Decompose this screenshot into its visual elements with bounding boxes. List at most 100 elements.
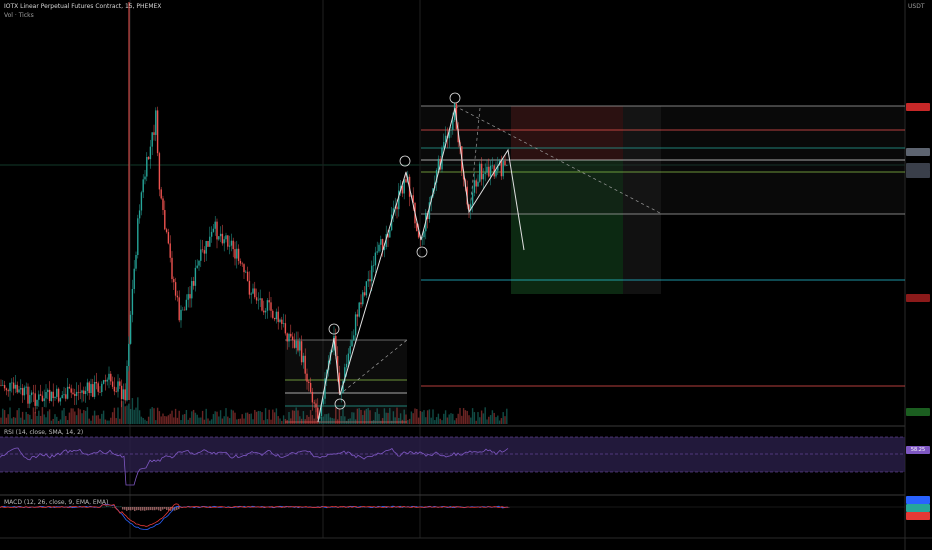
volume-bar [25, 411, 27, 424]
volume-bar [452, 413, 454, 424]
candle-body [344, 367, 346, 382]
volume-bar [484, 407, 486, 424]
volume-bar [101, 413, 103, 424]
wave-circle[interactable] [416, 246, 428, 258]
volume-bar [93, 410, 96, 424]
volume-bar [504, 416, 506, 424]
macd-hist-bar [146, 507, 148, 511]
volume-bar [489, 415, 492, 424]
volume-bar [459, 407, 461, 424]
candle-body [277, 311, 279, 322]
macd-hist-bar [124, 507, 126, 510]
volume-bar [149, 408, 152, 424]
candle-body [155, 110, 157, 135]
candle-body [41, 395, 44, 402]
volume-bar [205, 408, 207, 424]
volume-bar [185, 409, 188, 424]
candle-body [317, 407, 319, 419]
candle-body [182, 309, 184, 311]
volume-bar [299, 416, 301, 424]
volume-bar [155, 420, 157, 424]
volume-bar [417, 417, 420, 424]
volume-title[interactable]: Vol · Ticks [4, 12, 34, 19]
candle-body [495, 170, 497, 177]
candle-body [117, 381, 119, 392]
candle-body [282, 323, 285, 324]
volume-bar [412, 413, 414, 424]
macd-hist-bar [150, 507, 152, 511]
macd-signal-line [0, 503, 509, 527]
macd-hist-bar [162, 507, 164, 510]
candle-body [376, 251, 378, 253]
price-tag [906, 170, 930, 178]
candle-body [284, 323, 287, 334]
volume-bar [201, 410, 204, 424]
volume-bar [482, 413, 485, 424]
candle-body [306, 373, 308, 382]
volume-bar [209, 420, 211, 424]
candle-body [9, 382, 11, 392]
volume-bar [29, 414, 31, 424]
candle-body [151, 132, 153, 147]
wave-circle[interactable] [399, 155, 411, 167]
candle-body [205, 241, 207, 254]
reward-zone-box[interactable] [511, 160, 623, 294]
candle-body [160, 189, 162, 199]
candle-body [286, 333, 288, 342]
risk-zone-box[interactable] [511, 106, 623, 160]
candle-body [119, 381, 121, 386]
candle-body [396, 206, 398, 210]
volume-bar [106, 420, 108, 424]
candle-body [369, 279, 371, 282]
candle-body [232, 240, 234, 250]
volume-bar [421, 411, 423, 424]
candle-body [480, 163, 483, 180]
volume-bar [306, 415, 308, 424]
volume-bar [263, 420, 265, 424]
volume-bar [20, 417, 22, 424]
candle-body [241, 263, 243, 265]
candle-body [335, 335, 337, 357]
macd-title[interactable]: MACD (12, 26, close, 9, EMA, EMA) [4, 499, 109, 506]
volume-bar [158, 411, 161, 424]
candle-body [52, 391, 54, 399]
elliott-wave-path[interactable] [317, 107, 525, 423]
candle-body [333, 335, 335, 351]
volume-bar [324, 414, 326, 424]
trend-lines[interactable] [338, 105, 661, 396]
volume-bar [65, 415, 67, 424]
volume-bar [147, 416, 150, 424]
candle-body [43, 398, 45, 402]
candle-body [255, 297, 258, 301]
candle-body [147, 157, 150, 160]
candle-body [97, 383, 99, 392]
wave-circle[interactable] [449, 92, 461, 104]
volume-bars [0, 397, 508, 424]
wave-markers[interactable] [328, 92, 461, 410]
volume-bar [443, 413, 445, 424]
candle-body [174, 282, 177, 296]
volume-bar [434, 420, 436, 424]
candle-body [250, 293, 252, 295]
volume-bar [407, 420, 409, 424]
candle-body [90, 384, 92, 394]
fib-left-lines [285, 339, 407, 423]
volume-bar [81, 413, 83, 424]
rsi-title[interactable]: RSI (14, close, SMA, 14, 2) [4, 429, 84, 436]
volume-bar [331, 418, 333, 424]
wave-circle[interactable] [334, 398, 346, 410]
volume-bar [389, 407, 391, 424]
volume-bar [151, 407, 153, 424]
volume-bar [326, 414, 328, 424]
volume-bar [241, 414, 243, 424]
volume-bar [228, 418, 231, 424]
volume-bar [401, 419, 404, 424]
macd-hist-bar [134, 507, 136, 512]
symbol-title[interactable]: IOTX Linear Perpetual Futures Contract, … [4, 3, 162, 10]
candle-body [219, 233, 222, 237]
volume-bar [268, 409, 270, 424]
wave-circle[interactable] [328, 323, 340, 335]
candle-body [423, 231, 425, 238]
volume-bar [405, 414, 407, 424]
